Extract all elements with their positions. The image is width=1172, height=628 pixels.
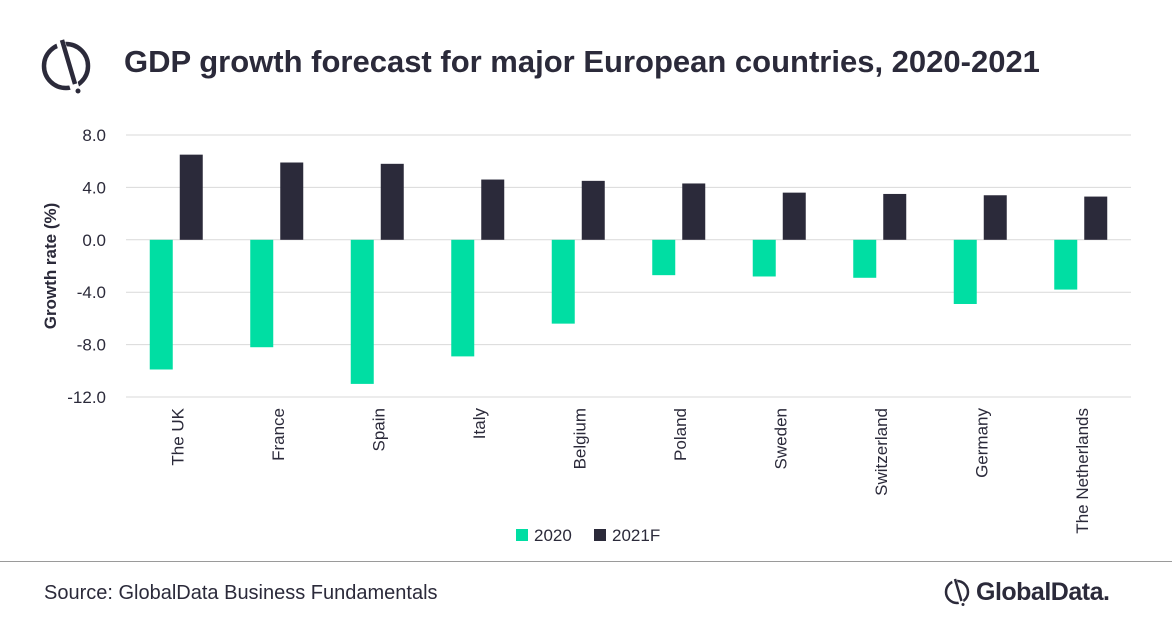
- y-tick-label: -4.0: [77, 283, 106, 302]
- source-note: Source: GlobalData Business Fundamentals: [44, 582, 438, 604]
- bar-2021f-sweden: [782, 192, 806, 240]
- x-tick-label: Italy: [470, 408, 489, 440]
- bar-2021f-the-netherlands: [1084, 196, 1108, 240]
- bar-2021f-germany: [983, 195, 1007, 240]
- bar-2020-switzerland: [853, 239, 877, 278]
- footer-divider: [0, 561, 1172, 562]
- chart-title: GDP growth forecast for major European c…: [124, 44, 1040, 79]
- x-tick-label: Switzerland: [872, 408, 891, 496]
- globaldata-logo-icon: [41, 38, 91, 94]
- x-tick-label: Sweden: [771, 408, 790, 469]
- bar-2020-the-uk: [149, 239, 173, 370]
- bar-2021f-the-uk: [179, 154, 203, 240]
- legend-label: 2021F: [612, 526, 660, 545]
- bar-2020-sweden: [752, 239, 776, 277]
- bar-2021f-france: [280, 162, 304, 240]
- legend-label: 2020: [534, 526, 572, 545]
- brand-logo: GlobalData.: [944, 576, 1110, 608]
- brand-name: GlobalData.: [976, 577, 1110, 606]
- bar-chart: 8.0 4.0 0.0 -4.0 -8.0 -12.0 Growth rate (%) The…: [41, 126, 1131, 545]
- y-tick-label: 8.0: [82, 126, 106, 145]
- y-tick-label: -12.0: [67, 388, 106, 407]
- y-tick-label: 4.0: [82, 178, 106, 197]
- x-tick-label: The Netherlands: [1073, 408, 1092, 534]
- x-tick-label: Germany: [972, 408, 991, 478]
- bar-2020-poland: [652, 239, 676, 276]
- bar-2020-the-netherlands: [1054, 239, 1078, 290]
- legend-swatch-2021f: [594, 529, 606, 541]
- legend-swatch-2020: [516, 529, 528, 541]
- bar-2020-italy: [451, 239, 475, 357]
- bar-2021f-italy: [481, 179, 505, 240]
- x-tick-label: The UK: [168, 407, 187, 465]
- bar-2021f-belgium: [581, 180, 605, 240]
- bar-2021f-switzerland: [883, 193, 907, 240]
- globaldata-logo-icon: [944, 578, 970, 606]
- x-tick-label: Spain: [369, 408, 388, 451]
- x-tick-label: Belgium: [570, 408, 589, 469]
- bar-2020-belgium: [551, 239, 575, 324]
- bar-2021f-spain: [380, 163, 404, 240]
- bar-2020-spain: [350, 239, 374, 384]
- bar-2021f-poland: [682, 183, 706, 240]
- bar-2020-france: [250, 239, 274, 348]
- x-tick-label: Poland: [671, 408, 690, 461]
- y-tick-label: -8.0: [77, 336, 106, 355]
- y-axis-label: Growth rate (%): [41, 203, 60, 330]
- x-tick-label: France: [269, 408, 288, 461]
- y-tick-label: 0.0: [82, 231, 106, 250]
- bar-2020-germany: [953, 239, 977, 304]
